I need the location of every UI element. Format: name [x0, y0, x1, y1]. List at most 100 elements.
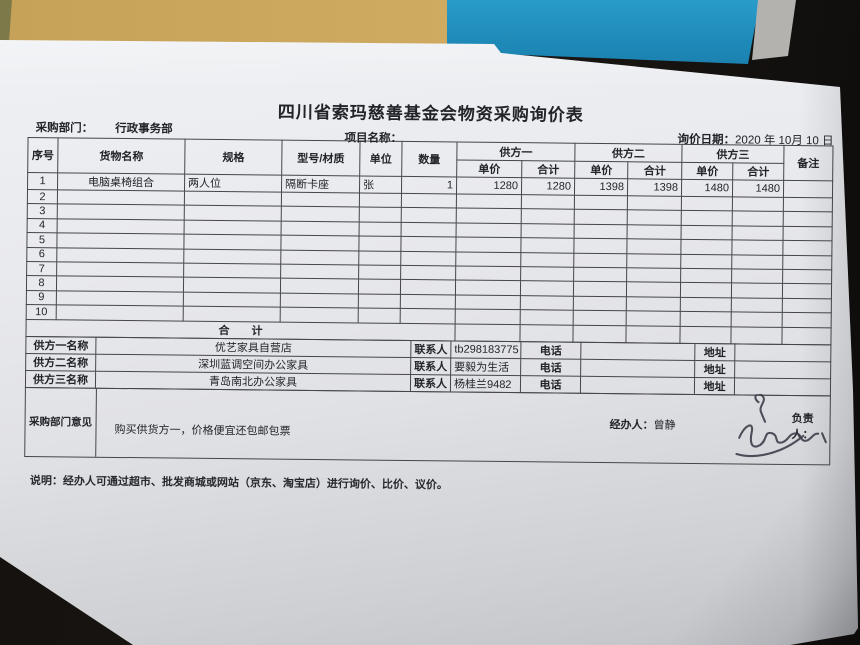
cell	[573, 252, 627, 268]
cell	[280, 249, 359, 265]
cell-no: 8	[26, 275, 57, 291]
cell	[454, 323, 521, 342]
cell	[281, 220, 360, 237]
cell	[455, 265, 521, 282]
col-header-supplier2: 供方二	[574, 143, 683, 163]
project-name-field: 项目名称：	[344, 129, 403, 146]
supplier2-phone	[580, 358, 695, 378]
cell	[680, 297, 732, 313]
handler-field: 经办人：曾静	[610, 416, 676, 433]
cell	[183, 248, 281, 265]
cell	[731, 240, 784, 255]
contact-label: 联系人	[410, 357, 451, 375]
col-header-remark: 备注	[783, 145, 834, 181]
cell	[401, 207, 457, 223]
cell	[280, 235, 360, 251]
cell	[455, 280, 521, 296]
supplier3-contact: 杨桂兰9482	[450, 374, 521, 393]
cell	[783, 197, 833, 213]
signature-mark	[754, 393, 767, 423]
cell	[57, 204, 185, 220]
cell	[573, 281, 627, 297]
cell	[57, 189, 185, 206]
cell	[520, 252, 574, 268]
inquiry-date-field: 询价日期：2020 年 10月 10 日	[677, 131, 834, 149]
dept-opinion-section: 采购部门意见 购买供货方一，价格便宜还包邮包票 经办人：曾静 负责人：	[24, 386, 831, 465]
col-header-name: 货物名称	[57, 137, 186, 175]
cell	[572, 324, 627, 343]
col-header-unit-price: 单价	[681, 162, 733, 180]
cell	[358, 279, 401, 295]
cell	[731, 312, 783, 327]
cell	[359, 207, 402, 223]
cell-unit: 张	[359, 175, 402, 194]
cell	[359, 192, 402, 208]
cell-no: 9	[26, 290, 57, 305]
cell	[281, 192, 360, 208]
contact-label: 联系人	[410, 340, 451, 358]
cell-no: 2	[27, 189, 58, 205]
phone-label: 电话	[520, 375, 581, 393]
handwritten-signature	[735, 393, 827, 458]
col-header-spec: 规格	[184, 139, 283, 176]
cell	[627, 195, 682, 211]
cell-no: 10	[26, 304, 57, 320]
cell	[280, 307, 359, 323]
purchasing-dept-value: 行政事务部	[115, 122, 173, 136]
cell	[520, 295, 574, 311]
project-name-label: 项目名称：	[344, 132, 403, 145]
cell	[56, 304, 184, 321]
cell	[400, 279, 456, 295]
col-header-subtotal: 合计	[732, 162, 784, 181]
inquiry-date-label: 询价日期：	[677, 133, 736, 147]
cell	[359, 221, 402, 237]
cell	[573, 238, 628, 254]
cell	[681, 225, 733, 241]
cell	[280, 292, 359, 309]
cell-no: 4	[27, 218, 58, 233]
dept-opinion-text: 购买供货方一，价格便宜还包邮包票	[114, 423, 291, 438]
gray-object	[752, 0, 796, 60]
cell	[520, 266, 574, 282]
cell	[519, 324, 574, 342]
cell	[732, 196, 784, 212]
cell	[184, 205, 282, 221]
cell-no: 1	[27, 172, 58, 190]
purchasing-dept-label: 采购部门：	[35, 122, 94, 135]
dept-opinion-content: 购买供货方一，价格便宜还包邮包票 经办人：曾静 负责人：	[96, 388, 830, 464]
col-header-no: 序号	[27, 137, 59, 173]
cell	[401, 222, 457, 238]
cell-s2-total: 1398	[627, 178, 682, 197]
cell	[574, 195, 628, 211]
cell-s3-price: 1480	[681, 179, 733, 197]
contact-label: 联系人	[410, 374, 451, 392]
supplier3-label: 供方三名称	[25, 370, 96, 388]
cell	[626, 253, 681, 269]
form-content: 四川省索玛慈善基金会物资采购询价表 采购部门： 行政事务部 项目名称： 询价日期：…	[24, 95, 834, 496]
supplier2-contact: 要毅为生活	[450, 357, 521, 376]
cell	[400, 265, 456, 281]
cell	[56, 276, 184, 292]
signature-script	[738, 424, 827, 448]
cell	[358, 236, 402, 251]
address-label: 地址	[694, 360, 735, 378]
cell	[183, 291, 281, 308]
cell	[520, 309, 574, 325]
supplier2-address	[734, 360, 831, 379]
cell	[521, 223, 575, 239]
cell	[731, 254, 783, 270]
cell	[626, 267, 681, 283]
cell	[358, 250, 401, 266]
cell	[782, 240, 833, 256]
handler-label: 经办人：	[609, 418, 654, 432]
cell-s2-price: 1398	[574, 178, 628, 196]
cell	[782, 269, 832, 285]
cell	[574, 209, 628, 225]
cell	[401, 193, 457, 209]
inquiry-date-value: 2020 年 10月 10 日	[735, 134, 834, 148]
supplier1-phone	[580, 341, 695, 361]
cell	[680, 282, 732, 298]
cell-no: 7	[26, 261, 57, 277]
